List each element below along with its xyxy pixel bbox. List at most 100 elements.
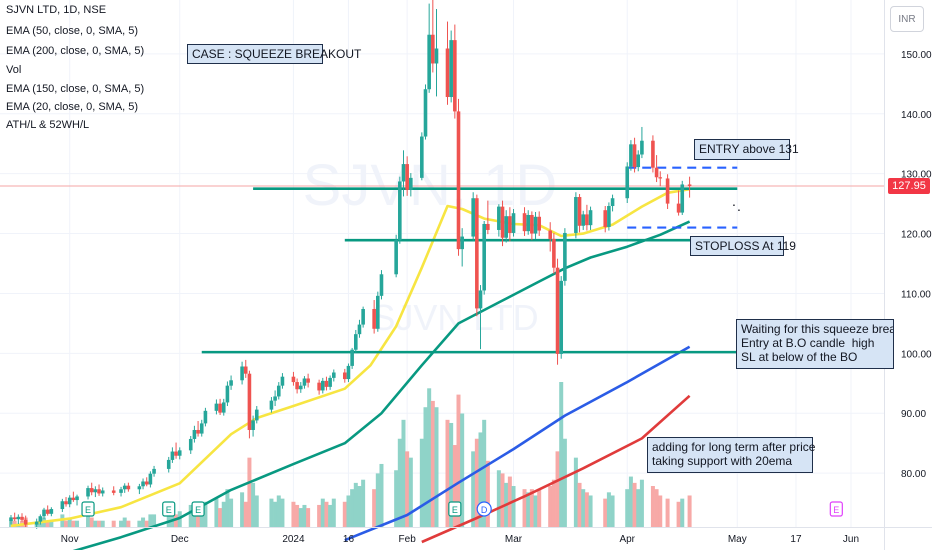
volume-bar xyxy=(218,508,223,527)
time-tick-label: Dec xyxy=(171,534,189,545)
level-lines xyxy=(0,166,884,354)
candle-body xyxy=(577,197,582,226)
time-tick-label: Jun xyxy=(843,534,859,545)
earnings-marker xyxy=(81,501,95,517)
candle-body xyxy=(192,429,197,439)
candle-body xyxy=(420,136,424,178)
volume-bar xyxy=(295,504,300,527)
dot-mark: . xyxy=(737,198,741,214)
candle-body xyxy=(218,403,222,413)
waiting-note[interactable]: Waiting for this squeeze breakout Entry … xyxy=(736,319,894,369)
candle-body xyxy=(144,481,149,485)
candle-body xyxy=(471,198,475,237)
candle-body xyxy=(247,373,252,430)
candle-body xyxy=(508,216,512,233)
candle-body xyxy=(137,486,142,490)
candle-body xyxy=(9,517,13,522)
candle-body xyxy=(317,382,321,391)
volume-bar xyxy=(353,482,358,527)
volume-bar xyxy=(394,470,399,527)
candle-body xyxy=(75,496,79,501)
candle-body xyxy=(122,485,127,490)
adding-note[interactable]: adding for long term after price taking … xyxy=(647,437,815,473)
volume-bar xyxy=(522,489,527,527)
volume-bar xyxy=(324,501,329,527)
ema50-line xyxy=(51,220,691,555)
candle-body xyxy=(38,516,43,522)
legend-indicator[interactable]: Vol xyxy=(6,64,22,76)
candle-body xyxy=(306,378,310,383)
candle-body xyxy=(603,210,608,227)
candle-body xyxy=(111,490,116,493)
currency-badge[interactable]: INR xyxy=(890,6,924,32)
candle-body xyxy=(409,177,413,190)
volume-bar xyxy=(500,473,505,527)
price-axis[interactable]: 80.00 90.00 100.00 110.00 120.00 130.00 140.00… xyxy=(901,50,932,480)
volume-bar xyxy=(379,463,384,527)
volume-bar xyxy=(111,520,116,527)
volume-bar xyxy=(247,457,252,527)
volume-bar xyxy=(141,517,146,527)
candle-body xyxy=(610,198,615,207)
volume-bar xyxy=(581,489,586,527)
candle-body xyxy=(203,410,208,424)
volume-bar xyxy=(12,520,17,527)
time-axis[interactable]: Nov Dec 2024 16 Feb Mar Apr May 17 Jun xyxy=(61,534,859,545)
candle-body xyxy=(676,203,681,213)
legend-indicator[interactable]: EMA (50, close, 0, SMA, 5) xyxy=(6,25,139,37)
candle-body xyxy=(640,140,644,155)
entry-note[interactable]: ENTRY above 131 xyxy=(694,139,799,160)
volume-bar xyxy=(639,479,644,527)
volume-bar xyxy=(427,388,432,527)
volume-bar xyxy=(317,504,322,527)
candle-body xyxy=(665,178,670,204)
candle-body xyxy=(302,378,307,386)
legend-indicator[interactable]: ATH/L & 52WH/L xyxy=(6,119,90,131)
volume-bar xyxy=(625,489,630,527)
candle-body xyxy=(346,365,351,380)
legend-indicator[interactable]: EMA (20, close, 0, SMA, 5) xyxy=(6,101,139,113)
volume-bar xyxy=(401,419,406,527)
candle-body xyxy=(658,177,663,179)
volume-bar xyxy=(45,520,50,527)
ema200-line xyxy=(421,394,691,544)
candle-body xyxy=(555,267,560,354)
candle-body xyxy=(89,488,94,493)
earnings-marker xyxy=(162,501,176,517)
volume-bar xyxy=(397,438,402,527)
candle-body xyxy=(434,48,439,64)
candle-body xyxy=(486,223,490,230)
case-note[interactable]: CASE : SQUEEZE BREAKOUT xyxy=(187,44,361,64)
volume-bar xyxy=(137,520,142,527)
legend-indicator[interactable]: EMA (150, close, 0, SMA, 5) xyxy=(6,83,145,95)
volume-bar xyxy=(306,508,311,527)
volume-bar xyxy=(100,520,105,527)
dividend-marker xyxy=(476,501,492,517)
time-tick-label: Feb xyxy=(399,534,417,545)
volume-bar xyxy=(650,486,655,527)
stoploss-note[interactable]: STOPLOSS At 119 xyxy=(690,236,796,256)
ema-lines xyxy=(10,187,691,555)
volume-bar xyxy=(610,495,615,527)
volume-bar xyxy=(298,508,303,527)
volume-bar xyxy=(687,495,692,527)
volume-bar xyxy=(64,520,69,527)
price-tick-label: 80.00 xyxy=(901,469,926,480)
candle-body xyxy=(291,376,296,383)
candle-body xyxy=(188,438,193,451)
volume-bar xyxy=(555,451,560,527)
volume-bar xyxy=(122,517,127,527)
candle-body xyxy=(588,210,593,226)
volume-bar xyxy=(606,492,611,527)
legend-symbol[interactable]: SJVN LTD, 1D, NSE xyxy=(6,4,107,16)
price-tick-label: 110.00 xyxy=(901,289,931,300)
volume-bar xyxy=(474,438,479,527)
legend-indicator[interactable]: EMA (200, close, 0, SMA, 5) xyxy=(6,45,145,57)
candle-body xyxy=(273,396,277,401)
time-tick-label: 16 xyxy=(343,534,355,545)
candle-body xyxy=(243,366,248,374)
volume-bar xyxy=(423,407,428,527)
candle-body xyxy=(478,290,483,309)
